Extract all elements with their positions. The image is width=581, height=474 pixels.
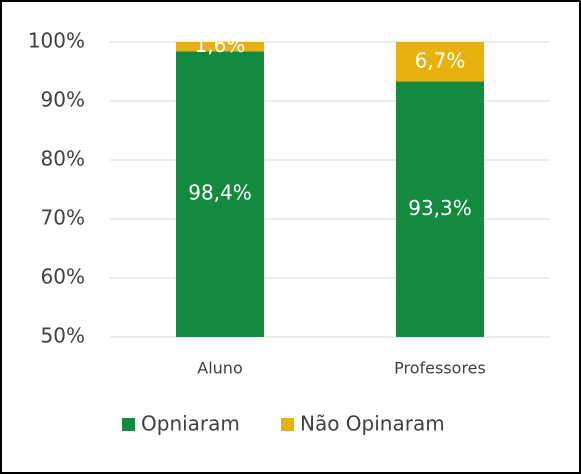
bar-segment — [176, 42, 264, 52]
y-tick-label: 50% — [41, 324, 85, 348]
legend-label: Opniaram — [141, 412, 240, 436]
x-tick-label: Professores — [394, 359, 486, 378]
data-label: 6,7% — [415, 48, 466, 72]
bar-segment — [396, 81, 484, 337]
data-label: 1,6% — [195, 33, 246, 57]
data-label: 98,4% — [188, 181, 252, 205]
y-tick-label: 80% — [41, 147, 85, 171]
bar-segment — [396, 42, 484, 82]
y-tick-label: 70% — [41, 206, 85, 230]
legend-swatch — [122, 418, 135, 431]
legend-swatch — [281, 418, 294, 431]
y-tick-label: 60% — [41, 265, 85, 289]
legend-label: Não Opinaram — [300, 412, 445, 436]
y-tick-label: 100% — [28, 29, 85, 53]
data-label: 93,3% — [408, 196, 472, 220]
x-tick-label: Aluno — [197, 359, 242, 378]
y-tick-label: 90% — [41, 88, 85, 112]
bar-segment — [176, 51, 264, 337]
